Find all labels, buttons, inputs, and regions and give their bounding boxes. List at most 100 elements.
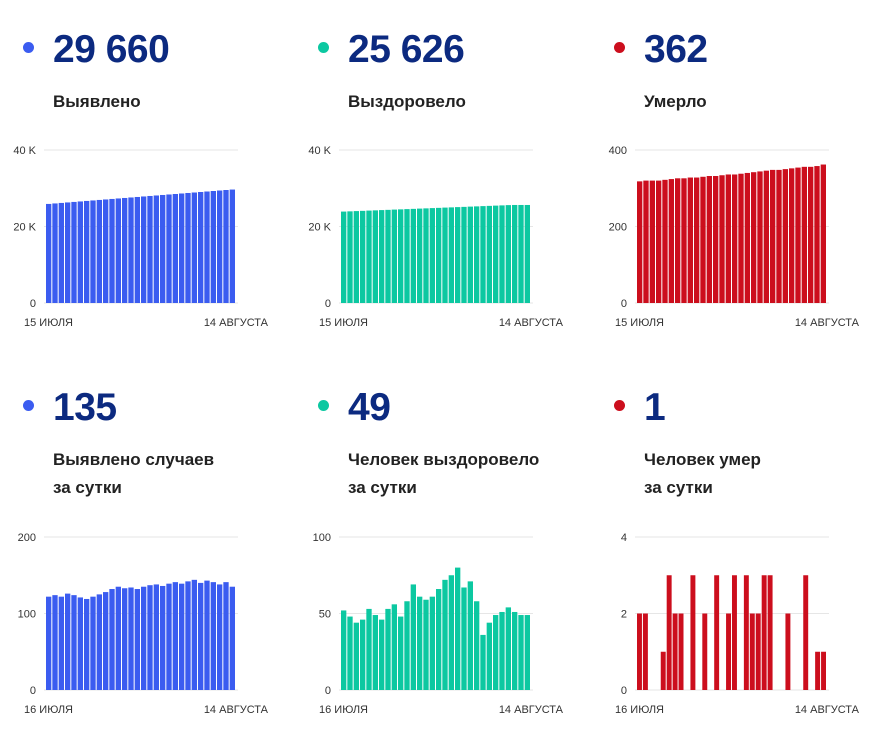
bar: [505, 205, 511, 303]
bar: [204, 191, 210, 303]
bar: [480, 634, 486, 690]
bar: [678, 613, 684, 690]
bar: [210, 582, 216, 690]
headline-label: Человек выздоровело за сутки: [348, 446, 539, 502]
bar: [179, 193, 185, 303]
panel-recovered-total: 25 626 Выздоровело 0 20 K 40 K 15 ИЮЛЯ 14 АВГУ…: [308, 28, 585, 370]
bar: [461, 587, 467, 690]
y-tick-label: 0: [621, 685, 627, 697]
bar: [52, 595, 58, 690]
x-end-label: 14 АВГУСТА: [204, 317, 269, 329]
y-tick-label: 0: [621, 298, 627, 310]
bar: [429, 208, 435, 303]
panel-deaths-daily: 1 Человек умер за сутки 0 2 4 16 ИЮЛЯ 14 АВГУСТ…: [611, 386, 881, 728]
bar: [681, 178, 687, 303]
headline-label: Выявлено случаев за сутки: [53, 446, 214, 502]
bar: [379, 619, 385, 690]
headline-label: Выявлено: [53, 88, 141, 116]
bar: [442, 207, 448, 303]
bar: [732, 575, 737, 690]
bar: [761, 575, 767, 690]
x-start-label: 16 ИЮЛЯ: [615, 704, 664, 716]
bar: [103, 592, 109, 690]
bar: [770, 169, 776, 303]
bar: [341, 211, 347, 303]
bar: [694, 177, 700, 303]
bar: [700, 176, 706, 303]
bar: [643, 180, 649, 303]
bar: [755, 613, 761, 690]
bar: [410, 208, 416, 303]
bar: [410, 584, 416, 690]
panel-cases-daily: 135 Выявлено случаев за сутки 0 100 200 16 ИЮЛ…: [18, 386, 290, 728]
y-tick-label: 20 K: [13, 222, 36, 234]
bar: [518, 615, 524, 690]
bar: [366, 608, 372, 690]
bar-chart-recovered-total: 0 20 K 40 K 15 ИЮЛЯ 14 АВГУСТА: [308, 145, 563, 329]
bar: [353, 622, 359, 690]
bar: [46, 596, 52, 690]
bar: [417, 596, 423, 690]
bar: [803, 575, 809, 690]
bar: [467, 206, 473, 303]
bar: [782, 169, 788, 304]
bar: [71, 595, 77, 690]
bar: [749, 613, 755, 690]
bar: [767, 575, 773, 690]
headline-value: 25 626: [348, 28, 465, 71]
bar: [153, 584, 159, 690]
y-tick-label: 0: [30, 685, 36, 697]
x-end-label: 14 АВГУСТА: [499, 317, 564, 329]
bar: [103, 199, 109, 303]
bar: [493, 205, 499, 303]
bar: [666, 575, 672, 690]
bar: [404, 209, 410, 303]
bar: [65, 202, 71, 303]
bar: [785, 613, 791, 690]
x-end-label: 14 АВГУСТА: [204, 704, 269, 716]
bar: [109, 198, 115, 303]
bar: [347, 616, 353, 690]
bar: [341, 610, 347, 690]
bar: [662, 179, 668, 303]
bar: [642, 613, 648, 690]
bar-chart-recovered-daily: 0 50 100 16 ИЮЛЯ 14 АВГУСТА: [313, 532, 564, 716]
bar: [480, 206, 486, 303]
bar: [52, 203, 58, 303]
bar: [58, 202, 64, 303]
bar: [223, 582, 229, 690]
bar: [687, 177, 693, 303]
bar: [719, 175, 725, 303]
bar: [808, 166, 814, 303]
bar: [115, 198, 121, 303]
bar: [77, 597, 83, 690]
x-end-label: 14 АВГУСТА: [795, 317, 860, 329]
headline-label-line: за сутки: [348, 478, 417, 497]
bar: [96, 594, 102, 691]
bar: [461, 206, 467, 303]
x-start-label: 16 ИЮЛЯ: [24, 704, 73, 716]
bar: [191, 192, 197, 303]
bar: [65, 593, 71, 690]
bar: [385, 608, 391, 690]
series-dot-icon: [318, 400, 329, 411]
bar: [486, 205, 492, 303]
bar: [160, 194, 166, 303]
bar: [360, 210, 366, 303]
bar: [743, 575, 749, 690]
bar: [751, 172, 757, 303]
bar: [499, 205, 505, 303]
bar: [185, 192, 191, 303]
bar: [366, 210, 372, 303]
bar-chart-cases-total: 0 20 K 40 K 15 ИЮЛЯ 14 АВГУСТА: [13, 145, 268, 329]
bar: [423, 599, 429, 690]
bar: [191, 579, 197, 690]
bar: [391, 604, 397, 690]
bar: [179, 583, 185, 690]
x-end-label: 14 АВГУСТА: [795, 704, 860, 716]
x-start-label: 15 ИЮЛЯ: [319, 317, 368, 329]
bar: [58, 596, 64, 690]
bar: [347, 211, 353, 303]
series-dot-icon: [23, 42, 34, 53]
bar: [436, 207, 442, 303]
